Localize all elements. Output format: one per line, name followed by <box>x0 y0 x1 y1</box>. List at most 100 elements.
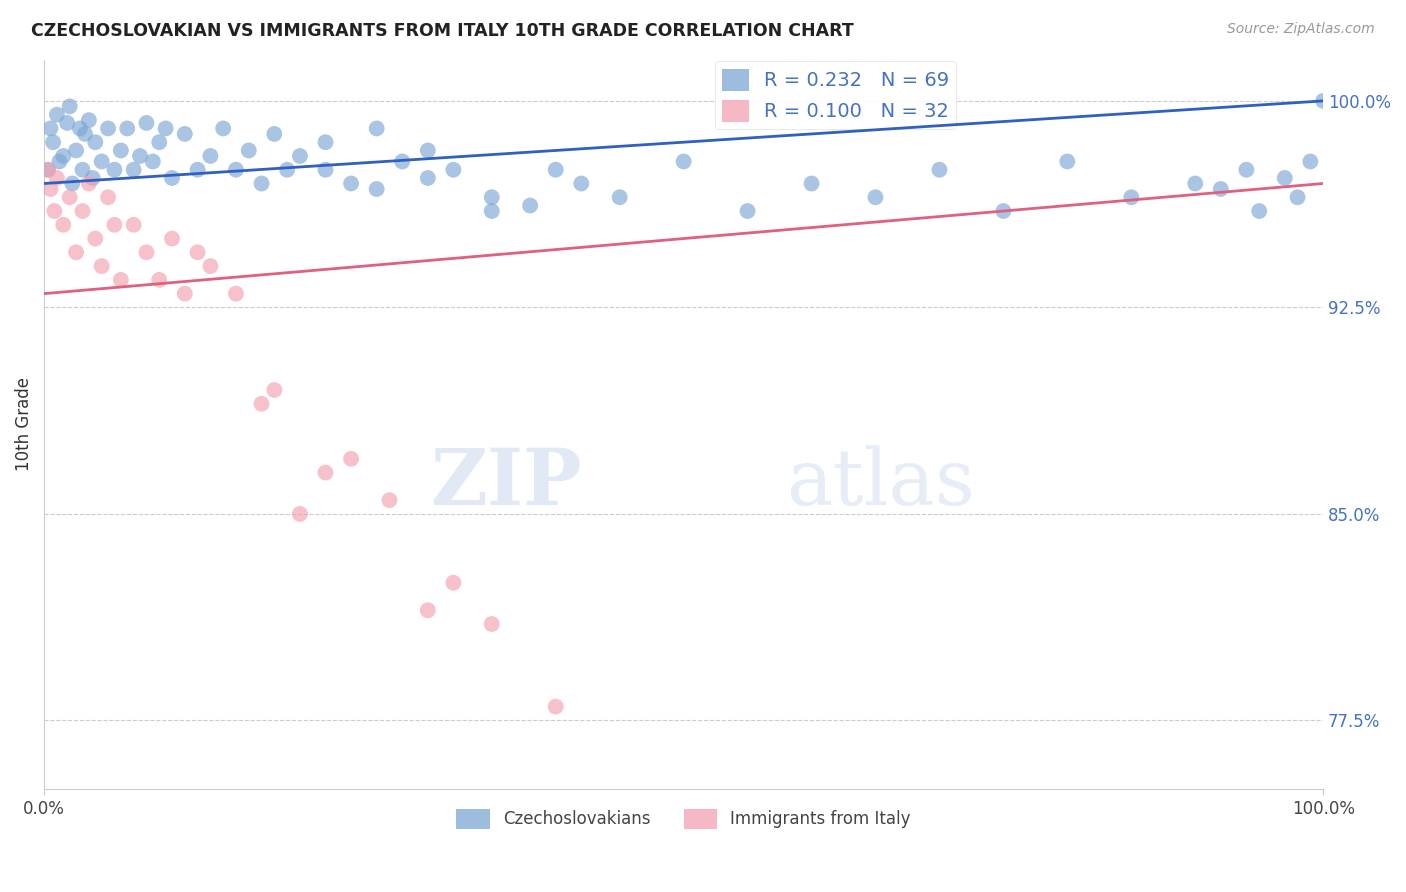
Point <box>155 121 177 136</box>
Point <box>82 171 104 186</box>
Point <box>160 171 183 186</box>
Text: CZECHOSLOVAKIAN VS IMMIGRANTS FROM ITALY 10TH GRADE CORRELATION CHART: CZECHOSLOVAKIAN VS IMMIGRANTS FROM ITALY… <box>31 22 853 40</box>
Point <box>52 149 75 163</box>
Point <box>481 190 503 204</box>
Point <box>110 144 132 158</box>
Point <box>135 245 157 260</box>
Point <box>84 135 107 149</box>
Point <box>65 144 87 158</box>
Point <box>69 121 91 136</box>
Point <box>340 177 363 191</box>
Point <box>37 162 59 177</box>
Point <box>60 177 83 191</box>
Point <box>416 603 439 617</box>
Point <box>1299 154 1322 169</box>
Legend: Czechoslovakians, Immigrants from Italy: Czechoslovakians, Immigrants from Italy <box>450 802 918 836</box>
Point <box>77 113 100 128</box>
Point <box>160 231 183 245</box>
Text: ZIP: ZIP <box>430 445 581 521</box>
Point <box>1249 204 1271 219</box>
Point <box>315 162 337 177</box>
Point <box>90 154 112 169</box>
Point <box>609 190 631 204</box>
Point <box>173 286 195 301</box>
Point <box>37 162 59 177</box>
Point <box>391 154 413 169</box>
Point <box>250 177 273 191</box>
Point <box>441 575 464 590</box>
Point <box>200 149 222 163</box>
Point <box>148 135 170 149</box>
Point <box>72 204 94 219</box>
Point <box>263 127 285 141</box>
Point <box>129 149 152 163</box>
Point <box>378 493 401 508</box>
Point <box>59 190 82 204</box>
Point <box>1209 182 1232 196</box>
Point <box>672 154 695 169</box>
Point <box>366 121 388 136</box>
Point <box>1312 94 1334 108</box>
Point <box>569 177 592 191</box>
Point <box>187 162 209 177</box>
Point <box>39 182 62 196</box>
Point <box>441 162 464 177</box>
Point <box>993 204 1015 219</box>
Point <box>148 273 170 287</box>
Point <box>200 259 222 273</box>
Point <box>56 116 79 130</box>
Point <box>865 190 887 204</box>
Point <box>366 182 388 196</box>
Point <box>48 154 70 169</box>
Point <box>45 171 67 186</box>
Y-axis label: 10th Grade: 10th Grade <box>15 377 32 471</box>
Point <box>1286 190 1309 204</box>
Point <box>481 204 503 219</box>
Point <box>800 177 823 191</box>
Text: Source: ZipAtlas.com: Source: ZipAtlas.com <box>1227 22 1375 37</box>
Point <box>544 699 567 714</box>
Point <box>544 162 567 177</box>
Point <box>519 198 541 212</box>
Point <box>97 121 120 136</box>
Point <box>315 466 337 480</box>
Point <box>288 149 311 163</box>
Point <box>45 108 67 122</box>
Point <box>1121 190 1143 204</box>
Point <box>65 245 87 260</box>
Point <box>42 135 65 149</box>
Point <box>225 162 247 177</box>
Point <box>481 617 503 632</box>
Point <box>59 99 82 113</box>
Point <box>1274 171 1296 186</box>
Point <box>110 273 132 287</box>
Point <box>238 144 260 158</box>
Point <box>52 218 75 232</box>
Point <box>73 127 96 141</box>
Point <box>1056 154 1078 169</box>
Point <box>416 144 439 158</box>
Point <box>288 507 311 521</box>
Point <box>97 190 120 204</box>
Point <box>122 162 145 177</box>
Point <box>263 383 285 397</box>
Point <box>416 171 439 186</box>
Point <box>77 177 100 191</box>
Point <box>173 127 195 141</box>
Point <box>90 259 112 273</box>
Point <box>187 245 209 260</box>
Point <box>737 204 759 219</box>
Point <box>39 121 62 136</box>
Point <box>84 231 107 245</box>
Point <box>212 121 235 136</box>
Point <box>122 218 145 232</box>
Point <box>340 451 363 466</box>
Text: atlas: atlas <box>786 445 974 521</box>
Point <box>225 286 247 301</box>
Point <box>103 162 125 177</box>
Point <box>72 162 94 177</box>
Point <box>276 162 298 177</box>
Point <box>1184 177 1206 191</box>
Point <box>135 116 157 130</box>
Point <box>103 218 125 232</box>
